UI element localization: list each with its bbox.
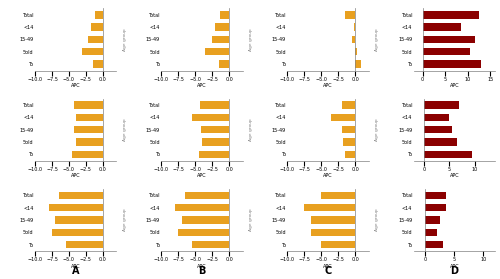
Bar (56, 216, 103, 224)
X-axis label: APC: APC (324, 264, 333, 269)
Bar (202, 138, 229, 146)
X-axis label: APC: APC (197, 264, 206, 269)
Text: B: B (198, 266, 205, 276)
Bar (311, 229, 355, 236)
Bar (185, 192, 229, 199)
Bar (425, 229, 437, 236)
Text: C: C (324, 266, 332, 276)
Bar (200, 102, 229, 109)
Text: Age group: Age group (375, 118, 379, 141)
Bar (342, 102, 355, 109)
Bar (422, 11, 479, 19)
Bar (200, 126, 229, 133)
Bar (74, 126, 103, 133)
Bar (424, 114, 449, 121)
Text: A: A (72, 266, 80, 276)
Bar (48, 204, 103, 211)
Bar (175, 204, 229, 211)
Bar (424, 102, 460, 109)
Bar (422, 48, 470, 56)
Bar (425, 241, 442, 248)
Bar (76, 138, 103, 146)
Bar (425, 216, 440, 224)
Bar (422, 36, 474, 43)
X-axis label: APC: APC (71, 174, 81, 179)
Bar (424, 151, 472, 158)
Bar (220, 11, 229, 19)
Bar (192, 114, 229, 121)
Bar (422, 23, 461, 31)
X-axis label: APC: APC (71, 83, 81, 88)
Bar (311, 216, 355, 224)
Bar (74, 102, 103, 109)
Bar (345, 151, 355, 158)
Bar (72, 151, 103, 158)
Bar (424, 126, 452, 133)
Bar (322, 241, 355, 248)
Bar (332, 114, 355, 121)
Bar (425, 192, 446, 199)
Bar (82, 48, 103, 56)
Bar (192, 241, 229, 248)
Bar (304, 204, 355, 211)
Bar (354, 23, 355, 31)
Bar (425, 204, 446, 211)
Bar (345, 11, 355, 19)
Text: Age group: Age group (375, 28, 379, 51)
X-axis label: APC: APC (450, 264, 459, 269)
Bar (216, 23, 229, 31)
Bar (66, 241, 103, 248)
Text: Age group: Age group (375, 209, 379, 231)
X-axis label: APC: APC (71, 264, 81, 269)
Bar (182, 216, 229, 224)
Text: Age group: Age group (122, 209, 126, 231)
Bar (342, 126, 355, 133)
Bar (355, 60, 360, 68)
Bar (76, 114, 103, 121)
Text: D: D (450, 266, 458, 276)
Bar (424, 138, 457, 146)
Bar (88, 36, 103, 43)
X-axis label: APC: APC (450, 174, 459, 179)
Text: Age group: Age group (122, 118, 126, 141)
X-axis label: APC: APC (197, 174, 206, 179)
Bar (94, 11, 103, 19)
Bar (92, 60, 103, 68)
Bar (178, 229, 229, 236)
Bar (322, 192, 355, 199)
X-axis label: APC: APC (197, 83, 206, 88)
Text: Age group: Age group (249, 28, 253, 51)
Bar (198, 151, 229, 158)
Bar (219, 60, 229, 68)
Text: Age group: Age group (122, 28, 126, 51)
X-axis label: APC: APC (324, 83, 333, 88)
Bar (90, 23, 103, 31)
Text: Age group: Age group (249, 118, 253, 141)
Bar (352, 36, 355, 43)
Bar (52, 229, 103, 236)
Bar (206, 48, 229, 56)
Bar (422, 60, 482, 68)
Bar (343, 138, 355, 146)
Bar (212, 36, 229, 43)
Bar (355, 48, 358, 56)
Bar (58, 192, 103, 199)
X-axis label: APC: APC (324, 174, 333, 179)
X-axis label: APC: APC (450, 83, 459, 88)
Text: Age group: Age group (249, 209, 253, 231)
